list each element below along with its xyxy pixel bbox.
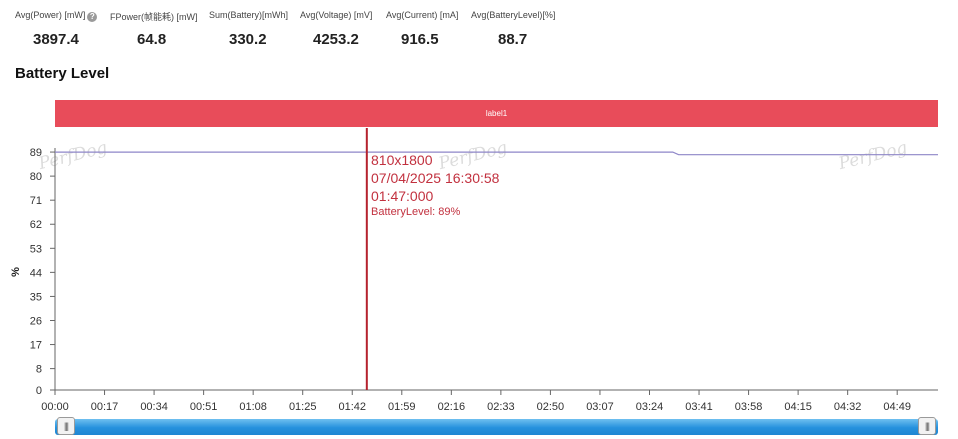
tooltip-datetime: 07/04/2025 16:30:58 <box>371 170 500 186</box>
stat-label: Avg(BatteryLevel)[%] <box>471 10 556 20</box>
scrollbar-left-handle[interactable]: ||| <box>57 417 75 435</box>
x-tick-label: 04:49 <box>883 401 911 413</box>
stat-value: 916.5 <box>401 31 439 48</box>
y-tick-label: 53 <box>30 243 42 255</box>
tooltip-elapsed: 01:47:000 <box>371 188 434 204</box>
x-tick-label: 02:33 <box>487 401 515 413</box>
scrollbar-right-handle[interactable]: ||| <box>918 417 936 435</box>
y-tick-label: 44 <box>30 267 42 279</box>
stat-label: Avg(Current) [mA] <box>386 10 459 20</box>
y-tick-label: 26 <box>30 315 42 327</box>
stat-value: 330.2 <box>229 31 267 48</box>
x-tick-label: 02:50 <box>537 401 565 413</box>
tooltip-value: BatteryLevel: 89% <box>371 206 461 218</box>
x-tick-label: 03:58 <box>735 401 763 413</box>
stat-value: 3897.4 <box>33 31 79 48</box>
help-icon[interactable]: ? <box>87 12 98 22</box>
section-title: Battery Level <box>15 65 110 82</box>
x-tick-label: 04:32 <box>834 401 862 413</box>
stat-value: 4253.2 <box>313 31 359 48</box>
x-tick-label: 01:25 <box>289 401 317 413</box>
y-tick-label: 35 <box>30 291 42 303</box>
y-tick-label: 89 <box>30 147 42 159</box>
x-tick-label: 01:59 <box>388 401 416 413</box>
x-tick-label: 01:42 <box>338 401 366 413</box>
y-tick-label: 17 <box>30 340 42 352</box>
x-tick-label: 00:34 <box>140 401 168 413</box>
y-tick-label: 71 <box>30 195 42 207</box>
x-tick-label: 02:16 <box>438 401 466 413</box>
x-tick-label: 03:07 <box>586 401 614 413</box>
stat-value: 64.8 <box>137 31 167 48</box>
y-tick-label: 8 <box>36 364 42 376</box>
x-tick-label: 00:17 <box>91 401 119 413</box>
stat-label: Avg(Voltage) [mV] <box>300 10 373 20</box>
y-tick-label: 0 <box>36 385 42 397</box>
x-tick-label: 03:41 <box>685 401 713 413</box>
stat-label: FPower(帧能耗) [mW] <box>110 12 198 22</box>
x-tick-label: 01:08 <box>239 401 267 413</box>
label-band[interactable]: label1 <box>55 100 938 127</box>
tooltip-resolution: 810x1800 <box>371 152 433 168</box>
y-tick-label: 62 <box>30 219 42 231</box>
x-tick-label: 00:51 <box>190 401 218 413</box>
stat-label: Sum(Battery)[mWh] <box>209 10 289 20</box>
stats-bar: Avg(Power) [mW]? 3897.4 FPower(帧能耗) [mW]… <box>0 0 958 50</box>
x-tick-label: 00:00 <box>41 401 69 413</box>
y-tick-label: 80 <box>30 171 42 183</box>
x-tick-label: 03:24 <box>636 401 664 413</box>
battery-level-line <box>55 151 938 156</box>
x-tick-label: 04:15 <box>784 401 812 413</box>
stat-label: Avg(Power) [mW] <box>15 10 86 20</box>
stat-value: 88.7 <box>498 31 528 48</box>
time-range-scrollbar[interactable]: ||| ||| <box>55 417 938 435</box>
